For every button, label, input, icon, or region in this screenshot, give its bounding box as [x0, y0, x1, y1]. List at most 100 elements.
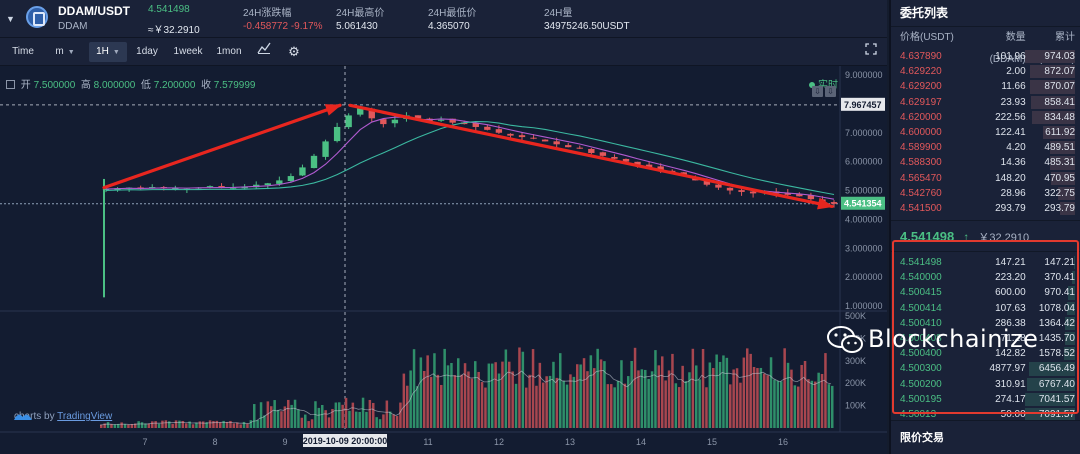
bid-amount: 71.28	[1000, 333, 1026, 344]
pair-name[interactable]: DDAM/USDT	[58, 4, 130, 18]
bid-price: 4.500415	[900, 287, 942, 299]
uptrend-arrow-head	[324, 104, 342, 116]
indicators-icon[interactable]	[252, 42, 276, 62]
bid-row[interactable]: 4.500410 286.38 1364.42	[891, 316, 1080, 331]
depth-bar	[1043, 125, 1075, 140]
candle-body	[345, 115, 352, 128]
ask-row[interactable]: 4.600000 122.41 611.92	[891, 125, 1080, 140]
ask-row[interactable]: 4.589900 4.20 489.51	[891, 140, 1080, 155]
bid-row[interactable]: 4.500300 4877.97 6456.49	[891, 361, 1080, 376]
ask-row[interactable]: 4.620000 222.56 834.48	[891, 110, 1080, 125]
time-button[interactable]: Time	[12, 46, 34, 57]
volume-bar	[657, 365, 661, 428]
bid-row[interactable]: 4.540000 223.20 370.41	[891, 270, 1080, 285]
volume-bar	[810, 380, 814, 428]
volume-bar	[535, 385, 538, 428]
chart-canvas[interactable]: 9.000000 8.000000 7.000000 6.000000 5.000000…	[0, 66, 887, 454]
volume-bar	[236, 422, 239, 428]
ask-row[interactable]: 4.541500 293.79 293.79	[891, 201, 1080, 216]
candle-body	[541, 139, 549, 142]
pair-menu-caret-icon[interactable]: ▼	[6, 14, 15, 24]
depth-bar	[1051, 171, 1075, 185]
bid-row[interactable]: 4.500414 107.63 1078.04	[891, 301, 1080, 316]
ask-row[interactable]: 4.629197 23.93 858.41	[891, 95, 1080, 110]
volume-bar	[773, 379, 776, 428]
volume-bar	[419, 357, 423, 428]
volume-bar	[545, 376, 548, 428]
hour-dropdown[interactable]: 1H ▼	[89, 42, 127, 62]
bid-row[interactable]: 4.50013 50.00 7091.57	[891, 407, 1080, 422]
volume-bar	[664, 380, 667, 428]
ask-row[interactable]: 4.542760 28.96 322.75	[891, 186, 1080, 201]
volume-bar	[603, 361, 606, 428]
volume-bar	[242, 421, 246, 428]
candle-body	[749, 191, 757, 194]
bid-row[interactable]: 4.500200 310.91 6767.40	[891, 377, 1080, 392]
ask-row[interactable]: 4.565470 148.20 470.95	[891, 171, 1080, 186]
volume-bar	[565, 384, 569, 428]
high-value: 5.061430	[336, 21, 378, 32]
mid-price-cny: ￥32.2910	[978, 232, 1030, 245]
bid-row[interactable]: 4.500408 71.28 1435.70	[891, 331, 1080, 346]
volume-bar	[572, 376, 576, 428]
volume-bar	[249, 420, 253, 428]
volume-bar	[446, 365, 450, 428]
chevron-down-icon: ▼	[112, 49, 120, 56]
legend-toggle-icon[interactable]	[6, 80, 15, 89]
last-trade-price: 4.541498 ↑ ￥32.2910	[891, 220, 1080, 253]
depth-bar	[1050, 141, 1075, 155]
ask-row[interactable]: 4.629220 2.00 872.07	[891, 64, 1080, 79]
ask-total: 322.75	[1044, 187, 1075, 199]
day-button[interactable]: 1day	[136, 46, 158, 57]
bid-row[interactable]: 4.500195 274.17 7041.57	[891, 392, 1080, 407]
ask-row[interactable]: 4.588300 14.36 485.31	[891, 155, 1080, 170]
volume-bar	[110, 424, 113, 428]
volume-bar	[538, 362, 542, 428]
minute-dropdown[interactable]: m ▼	[46, 42, 84, 62]
volume-bar	[674, 383, 678, 428]
volume-bar	[705, 387, 708, 428]
bid-row[interactable]: 4.500415 600.00 970.41	[891, 285, 1080, 300]
candle-body	[264, 183, 271, 186]
price-chart[interactable]: 9.000000 8.000000 7.000000 6.000000 5.000000…	[0, 66, 887, 454]
fullscreen-icon[interactable]	[863, 43, 879, 59]
bid-amount: 286.38	[995, 317, 1026, 329]
bid-row[interactable]: 4.500400 142.82 1578.52	[891, 346, 1080, 361]
volume-bar	[596, 348, 599, 428]
ask-row[interactable]: 4.637890 101.96 974.03	[891, 49, 1080, 64]
ask-total: 834.48	[1044, 111, 1075, 123]
volume-bar	[606, 384, 610, 428]
volume-tick-label: 500K	[845, 311, 866, 321]
volume-bar	[123, 423, 127, 428]
volume-bar	[593, 368, 596, 428]
month-button[interactable]: 1mon	[216, 46, 242, 57]
ask-total: 974.03	[1044, 51, 1075, 62]
volume-bar	[647, 378, 650, 428]
price-tick-label: 7.000000	[845, 128, 883, 138]
last-price: 4.541498	[148, 4, 190, 15]
volume-bar	[164, 420, 168, 428]
bid-row[interactable]: 4.541498 147.21 147.21	[891, 255, 1080, 270]
volume-bar	[701, 348, 705, 428]
candle-body	[645, 164, 653, 168]
volume-bar	[484, 387, 487, 428]
volume-bar	[463, 363, 467, 428]
tradingview-watermark[interactable]: charts by TradingView	[14, 411, 112, 422]
volume-bar	[827, 384, 831, 428]
depth-bar	[1025, 392, 1075, 406]
zoom-up-icon[interactable]: ⇩	[825, 86, 836, 97]
week-button[interactable]: 1week	[173, 46, 203, 57]
limit-order-tab[interactable]: 限价交易	[891, 420, 1080, 454]
settings-gear-icon[interactable]: ⚙	[288, 44, 300, 59]
volume-bar	[290, 404, 293, 428]
time-tick-label: 7	[142, 437, 147, 447]
depth-bar	[1029, 362, 1075, 376]
ask-row[interactable]: 4.629200 11.66 870.07	[891, 79, 1080, 94]
volume-bar	[151, 421, 154, 428]
zoom-down-icon[interactable]: ⇩	[812, 86, 823, 97]
volume-bar	[212, 421, 215, 428]
volume-bar	[106, 421, 110, 428]
depth-bar	[1050, 156, 1075, 170]
volume-bar	[671, 353, 674, 428]
volume-bar	[494, 362, 497, 428]
